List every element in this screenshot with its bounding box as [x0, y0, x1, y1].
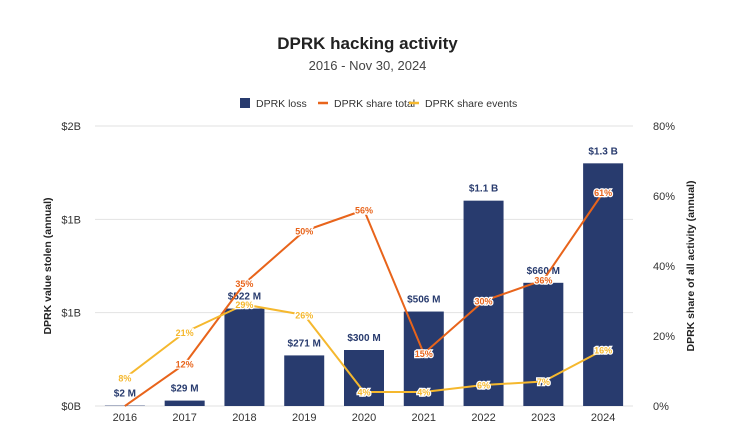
bar — [284, 355, 325, 406]
line-point-label: 56% — [355, 206, 373, 216]
line-point-label: 16% — [594, 346, 612, 356]
x-tick-label: 2019 — [292, 412, 316, 424]
bar-value-label: $2 M — [114, 389, 136, 400]
chart-subtitle: 2016 - Nov 30, 2024 — [308, 58, 427, 73]
line-point-label: 7% — [537, 377, 550, 387]
x-tick-label: 2020 — [352, 412, 376, 424]
chart-title: DPRK hacking activity — [277, 34, 458, 53]
bar — [224, 308, 265, 406]
x-tick-label: 2023 — [531, 412, 555, 424]
line-point-label: 35% — [235, 279, 253, 289]
x-tick-label: 2021 — [412, 412, 436, 424]
legend-label: DPRK share total — [334, 98, 415, 110]
line-point-label: 29% — [235, 300, 253, 310]
line-point-label: 8% — [118, 374, 131, 384]
line-point-label: 61% — [594, 188, 612, 198]
x-tick-label: 2017 — [172, 412, 196, 424]
bar — [583, 163, 624, 406]
bar-value-label: $506 M — [407, 295, 440, 306]
bar — [463, 200, 504, 406]
legend-swatch — [240, 98, 250, 108]
legend-label: DPRK loss — [256, 98, 307, 110]
bar-value-label: $660 M — [527, 266, 560, 277]
y2-axis-title: DPRK share of all activity (annual) — [685, 181, 697, 352]
line-point-label: 12% — [176, 360, 194, 370]
line-point-label: 50% — [295, 227, 313, 237]
y2-tick-label: 20% — [653, 331, 675, 343]
x-tick-label: 2016 — [113, 412, 137, 424]
bar-value-label: $1.3 B — [588, 146, 617, 157]
y2-tick-label: 0% — [653, 401, 669, 413]
bar-value-label: $1.1 B — [469, 184, 498, 195]
bar-value-label: $271 M — [288, 338, 321, 349]
y-axis-title: DPRK value stolen (annual) — [42, 197, 54, 334]
y-tick-label: $2B — [61, 121, 81, 133]
line-point-label: 4% — [357, 388, 370, 398]
series-line — [124, 191, 604, 407]
y-tick-label: $1B — [61, 308, 81, 320]
bar-value-label: $522 M — [228, 292, 261, 303]
y2-tick-label: 80% — [653, 121, 675, 133]
line-point-label: 4% — [417, 388, 430, 398]
y-tick-label: $1B — [61, 214, 81, 226]
series-line — [124, 303, 604, 393]
y2-tick-label: 40% — [653, 261, 675, 273]
bar — [164, 400, 205, 406]
y2-tick-label: 60% — [653, 191, 675, 203]
x-tick-label: 2022 — [471, 412, 495, 424]
line-point-label: 21% — [176, 328, 194, 338]
line-point-label: 6% — [477, 381, 490, 391]
bar-value-label: $29 M — [171, 384, 199, 395]
line-point-label: 15% — [415, 349, 433, 359]
x-tick-label: 2024 — [591, 412, 615, 424]
line-point-label: 30% — [475, 297, 493, 307]
bar — [523, 282, 564, 406]
line-point-label: 26% — [295, 311, 313, 321]
bar — [344, 350, 384, 406]
legend-label: DPRK share events — [425, 98, 517, 110]
x-tick-label: 2018 — [232, 412, 256, 424]
bar-value-label: $300 M — [347, 333, 380, 344]
y-tick-label: $0B — [61, 401, 81, 413]
line-point-label: 36% — [534, 276, 552, 286]
